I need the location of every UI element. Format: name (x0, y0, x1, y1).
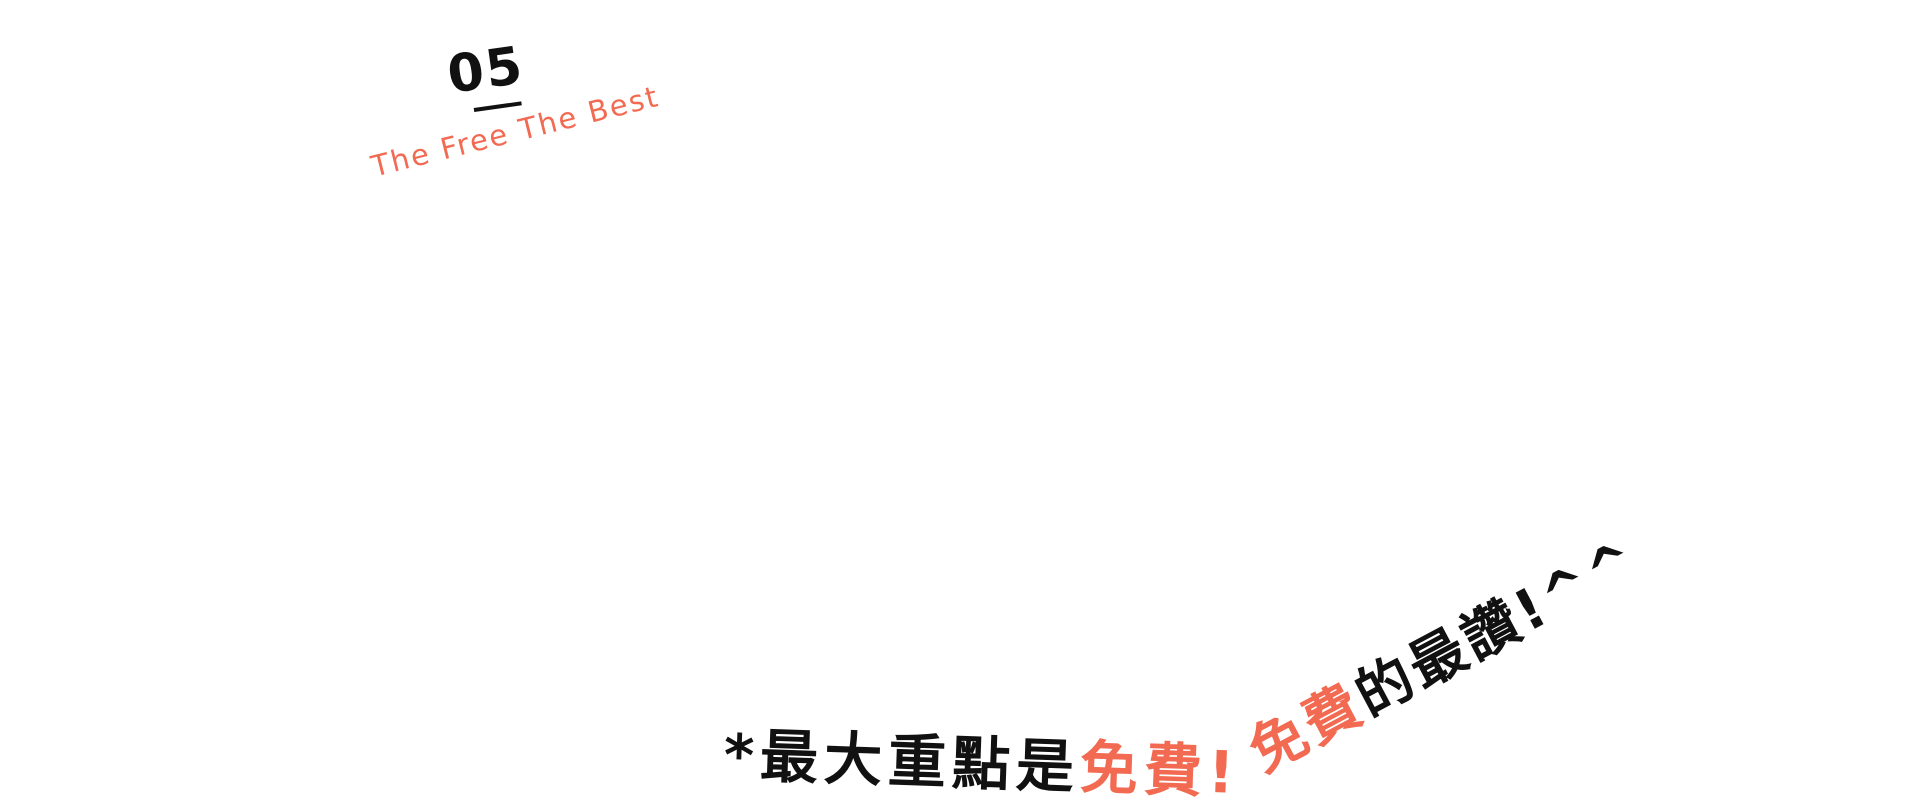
diagonal-headline-suffix: 的最讚!^^ (1345, 525, 1651, 730)
section-number-underline (473, 101, 522, 112)
main-headline: *最大重點是免費! (723, 708, 1242, 807)
main-headline-accent: 免費! (1078, 733, 1242, 807)
section-number: 05 (443, 35, 528, 106)
main-headline-prefix: *最大重點是 (722, 721, 1082, 802)
diagonal-headline: 免費的最讚!^^ (1233, 514, 1652, 788)
